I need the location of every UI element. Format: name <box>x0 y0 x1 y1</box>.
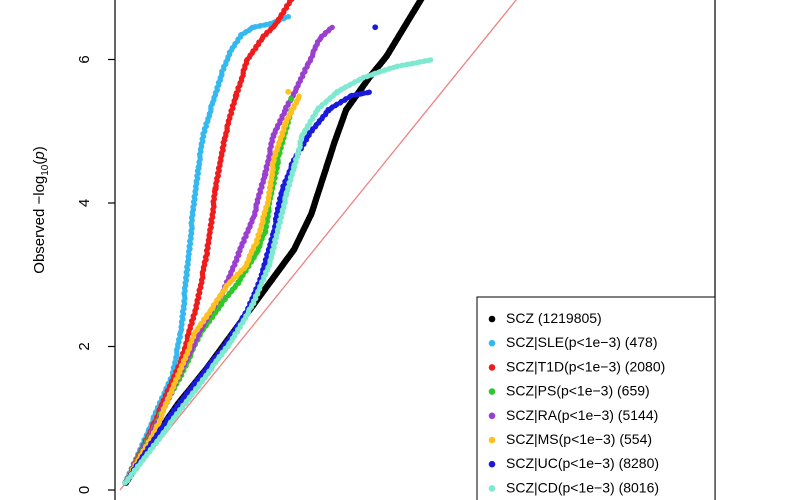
y-axis-title-paren-open: ( <box>31 160 48 165</box>
data-point <box>427 57 434 63</box>
legend-marker <box>488 436 496 444</box>
y-axis-title-p: p <box>31 151 48 160</box>
legend: SCZ (1219805) SCZ|SLE(p<1e−3) (478) SCZ|T1… <box>476 296 716 500</box>
legend-label: SCZ|PS(p<1e−3) (659) <box>506 383 650 399</box>
series-7-points <box>122 57 434 486</box>
legend-marker <box>488 412 496 420</box>
series-2-points <box>122 0 295 486</box>
legend-box <box>476 296 716 500</box>
legend-marker <box>488 485 496 492</box>
legend-label: SCZ|SLE(p<1e−3) (478) <box>506 334 658 350</box>
y-axis-title-subscript: 10 <box>40 164 51 176</box>
y-tick-label: 0 <box>76 486 93 494</box>
legend-label: SCZ|CD(p<1e−3) (8016) <box>506 479 659 495</box>
data-points <box>122 0 434 486</box>
legend-marker <box>488 460 496 468</box>
y-tick-label: 2 <box>76 342 93 350</box>
y-axis-title-main: Observed −log <box>31 176 48 274</box>
y-axis-title: Observed −log10(p) <box>31 146 51 273</box>
outlier-point <box>285 88 292 95</box>
legend-label: SCZ|UC(p<1e−3) (8280) <box>506 455 659 471</box>
data-point <box>296 93 302 99</box>
y-tick-label: 4 <box>76 199 93 207</box>
outlier-point <box>288 96 294 102</box>
legend-marker <box>488 364 496 371</box>
y-tick-label: 6 <box>76 55 93 63</box>
legend-marker <box>488 315 496 323</box>
legend-label: SCZ (1219805) <box>506 310 602 326</box>
data-point <box>289 0 295 2</box>
legend-label: SCZ|RA(p<1e−3) (5144) <box>506 407 658 423</box>
data-point <box>366 89 372 95</box>
legend-label: SCZ|MS(p<1e−3) (554) <box>506 431 652 447</box>
legend-marker <box>488 388 496 395</box>
legend-label: SCZ|T1D(p<1e−3) (2080) <box>506 358 665 374</box>
data-point <box>418 0 425 2</box>
null-reference-line <box>119 0 517 491</box>
reference-line <box>119 0 517 491</box>
y-axis: 0 2 4 6 <box>76 55 115 494</box>
data-point <box>329 24 335 31</box>
outlier-point <box>372 24 379 31</box>
data-point <box>285 14 291 20</box>
legend-marker <box>488 339 496 347</box>
y-axis-title-paren-close: ) <box>31 146 48 151</box>
